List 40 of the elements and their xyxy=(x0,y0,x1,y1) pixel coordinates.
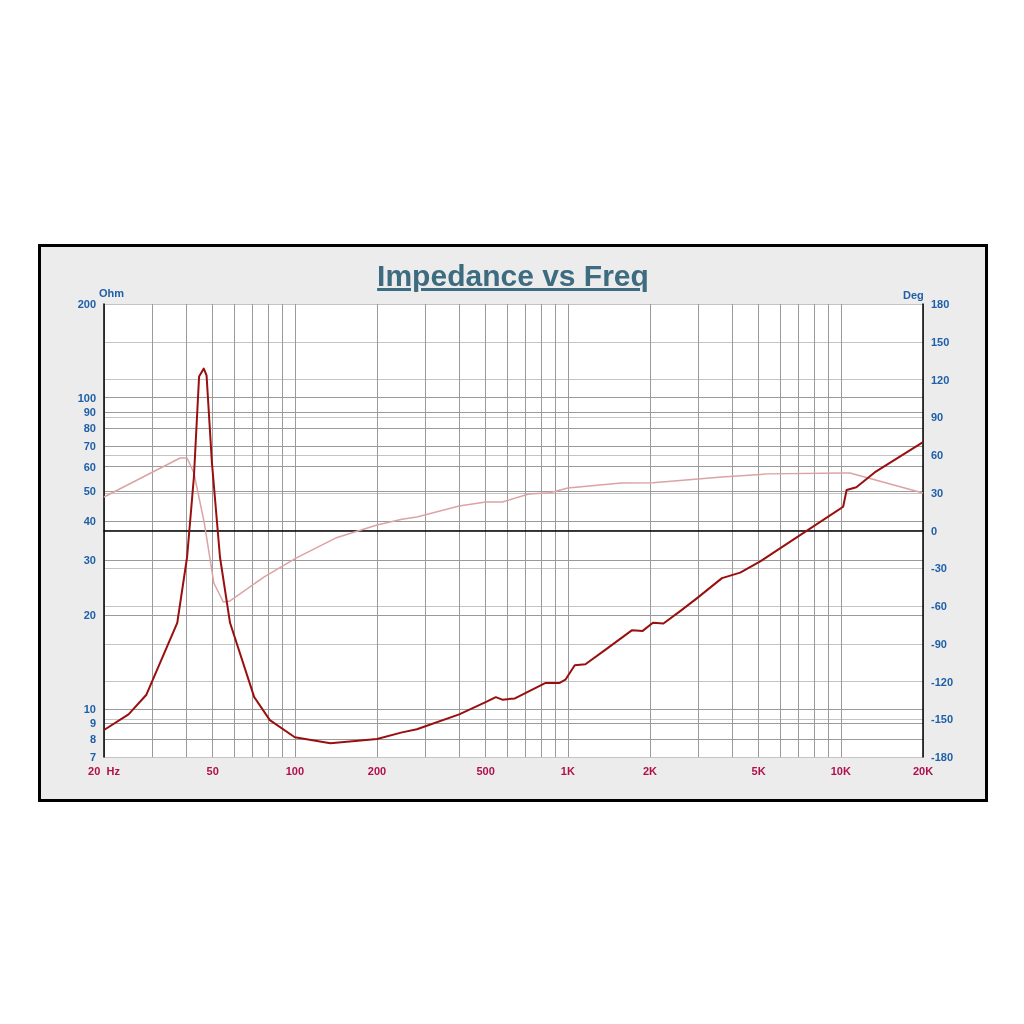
x-tick-label: 50 xyxy=(206,764,219,777)
y2-tick-label: 30 xyxy=(931,486,944,499)
y2-tick-label: -180 xyxy=(931,751,954,763)
x-tick-label: 20K xyxy=(912,764,934,777)
y-tick-label: 50 xyxy=(83,485,96,498)
y2-tick-label: 90 xyxy=(931,411,944,424)
y2-tick-label: -60 xyxy=(931,600,947,612)
x-tick-label: 1K xyxy=(560,764,575,777)
x-tick-label: 5K xyxy=(751,764,766,777)
y2-tick-label: 0 xyxy=(931,524,938,537)
x-tick-label: 10K xyxy=(830,764,851,777)
y2-tick-label: 120 xyxy=(931,373,950,386)
y2-axis-title: Deg xyxy=(903,288,924,301)
y-tick-label: 80 xyxy=(83,421,96,434)
y-tick-label: 9 xyxy=(89,717,96,730)
y2-tick-label: -90 xyxy=(931,637,947,650)
y-tick-label: 90 xyxy=(83,405,96,418)
y2-tick-label: 60 xyxy=(931,449,944,461)
y-tick-label: 7 xyxy=(89,751,96,763)
y2-tick-label: -30 xyxy=(931,562,947,575)
y-tick-label: 60 xyxy=(83,460,96,473)
y2-tick-label: 180 xyxy=(931,298,950,310)
x-tick-label: 20 Hz xyxy=(88,764,121,777)
x-tick-label: 200 xyxy=(367,764,387,777)
y-tick-label: 200 xyxy=(77,298,96,310)
y-tick-label: 100 xyxy=(77,391,96,404)
y2-tick-label: -120 xyxy=(931,675,954,688)
y-tick-label: 30 xyxy=(83,554,96,567)
x-tick-label: 2K xyxy=(642,764,658,777)
y2-tick-label: -150 xyxy=(931,713,954,726)
y2-tick-label: 150 xyxy=(931,335,950,348)
y-tick-label: 8 xyxy=(89,732,96,745)
y-tick-label: 10 xyxy=(83,702,96,715)
y-tick-label: 40 xyxy=(83,515,96,528)
y-tick-label: 20 xyxy=(83,609,96,622)
y-tick-label: 70 xyxy=(83,439,96,452)
x-tick-label: 500 xyxy=(476,764,495,777)
chart-title: Impedance vs Freq xyxy=(377,259,649,292)
x-tick-label: 100 xyxy=(285,764,304,777)
y-axis-title: Ohm xyxy=(98,287,125,300)
